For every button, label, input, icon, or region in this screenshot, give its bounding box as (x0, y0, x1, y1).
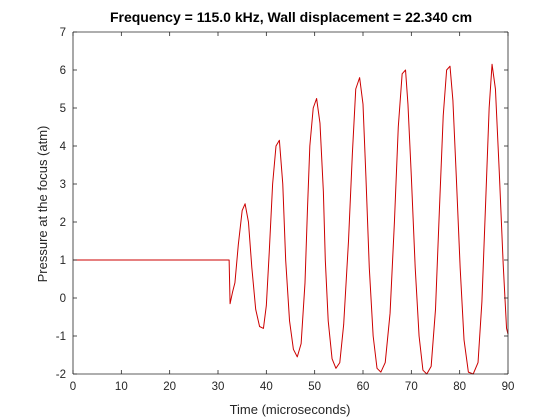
y-tick-label: 1 (60, 255, 66, 267)
y-tick-label: -1 (56, 331, 66, 343)
x-tick-label: 60 (357, 381, 370, 393)
y-tick-label: 0 (60, 293, 66, 305)
x-tick-label: 40 (260, 381, 273, 393)
y-tick-label: 5 (60, 103, 66, 115)
y-tick-label: 2 (60, 217, 66, 229)
x-tick-label: 90 (502, 381, 515, 393)
x-tick-label: 50 (308, 381, 321, 393)
x-tick-label: 80 (453, 381, 466, 393)
y-tick-label: 4 (60, 141, 67, 153)
y-tick-label: 6 (60, 65, 66, 77)
x-tick-label: 70 (405, 381, 418, 393)
plot-area (73, 32, 508, 374)
y-axis-label: Pressure at the focus (atm) (35, 126, 50, 283)
x-tick-label: 20 (163, 381, 176, 393)
x-axis-label: Time (microseconds) (230, 402, 351, 417)
y-tick-label: 3 (60, 179, 66, 191)
x-tick-label: 30 (212, 381, 225, 393)
y-tick-label: 7 (60, 27, 66, 39)
x-tick-label: 10 (115, 381, 128, 393)
y-tick-label: -2 (56, 369, 66, 381)
chart-title: Frequency = 115.0 kHz, Wall displacement… (110, 9, 472, 25)
x-tick-label: 0 (70, 381, 76, 393)
